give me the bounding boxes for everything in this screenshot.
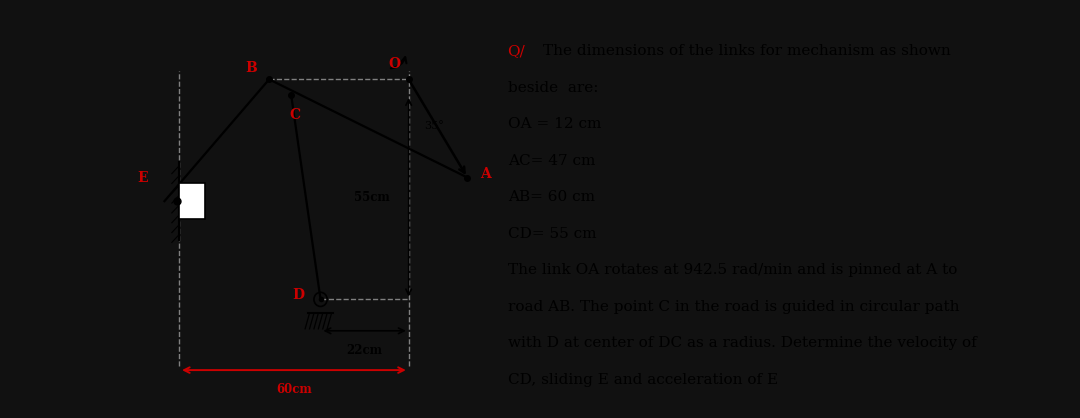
Text: 35°: 35° — [424, 122, 444, 132]
Text: 60cm: 60cm — [276, 383, 312, 396]
Text: D: D — [293, 288, 305, 303]
Text: 22cm: 22cm — [347, 344, 382, 357]
Text: road AB. The point C in the road is guided in circular path: road AB. The point C in the road is guid… — [508, 300, 959, 314]
Text: O: O — [388, 56, 400, 71]
Text: with D at center of DC as a radius. Determine the velocity of: with D at center of DC as a radius. Dete… — [508, 336, 976, 350]
Text: AB= 60 cm: AB= 60 cm — [508, 190, 595, 204]
Text: C: C — [289, 108, 300, 122]
Text: beside  are:: beside are: — [508, 81, 598, 94]
Text: E: E — [137, 171, 148, 185]
Text: OA = 12 cm: OA = 12 cm — [508, 117, 600, 131]
Text: The link OA rotates at 942.5 rad/min and is pinned at A to: The link OA rotates at 942.5 rad/min and… — [508, 263, 957, 277]
Text: AC= 47 cm: AC= 47 cm — [508, 153, 595, 168]
Bar — [179, 184, 205, 219]
Text: CD, sliding E and acceleration of E: CD, sliding E and acceleration of E — [508, 373, 778, 387]
Text: Q/: Q/ — [508, 44, 525, 58]
Text: 55cm: 55cm — [354, 191, 390, 204]
Text: CD= 55 cm: CD= 55 cm — [508, 227, 596, 241]
Text: B: B — [245, 61, 257, 74]
Text: A: A — [481, 167, 491, 181]
Text: The dimensions of the links for mechanism as shown: The dimensions of the links for mechanis… — [542, 44, 950, 58]
